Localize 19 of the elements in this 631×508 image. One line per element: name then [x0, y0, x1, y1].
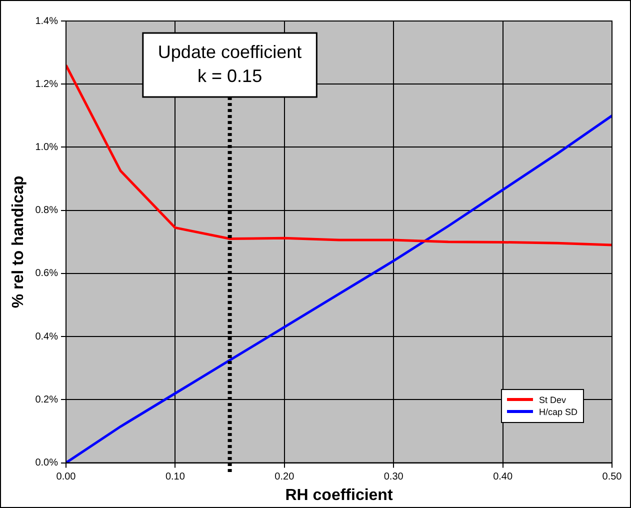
x-tick-label: 0.20: [274, 472, 295, 483]
x-tick-label: 0.40: [493, 472, 513, 483]
y-tick-label: 0.8%: [35, 205, 58, 216]
y-tick-label: 0.6%: [35, 268, 58, 280]
legend-label: St Dev: [539, 394, 566, 405]
x-tick-label: 0.30: [384, 472, 404, 483]
x-tick-label: 0.50: [602, 472, 622, 483]
y-tick-label: 1.4%: [35, 16, 58, 27]
legend-label: H/cap SD: [539, 406, 578, 417]
y-tick-label: 0.2%: [35, 394, 58, 406]
x-tick-label: 0.00: [56, 472, 76, 483]
y-tick-label: 1.0%: [35, 142, 58, 153]
y-tick-label: 0.0%: [35, 458, 58, 469]
y-tick-label: 1.2%: [35, 78, 58, 90]
y-axis-title: % rel to handicap: [10, 175, 28, 308]
x-axis-title: RH coefficient: [285, 486, 394, 504]
ref-line-label: Update coefficient k = 0.15: [158, 42, 302, 86]
x-tick-label: 0.10: [165, 472, 186, 483]
y-tick-label: 0.4%: [35, 331, 58, 342]
